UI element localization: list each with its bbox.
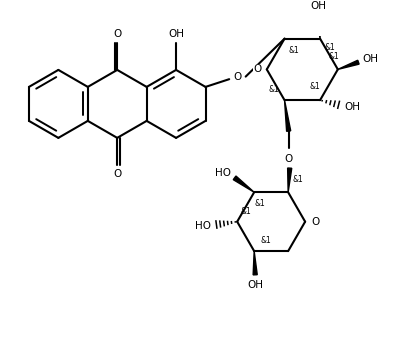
Text: &1: &1 <box>325 44 336 52</box>
Text: O: O <box>233 72 241 82</box>
Text: &1: &1 <box>292 175 303 185</box>
Polygon shape <box>288 168 292 192</box>
Text: OH: OH <box>344 102 360 112</box>
Text: OH: OH <box>363 54 379 64</box>
Text: &1: &1 <box>328 51 339 61</box>
Text: &1: &1 <box>289 46 299 55</box>
Text: OH: OH <box>168 29 184 39</box>
Text: &1: &1 <box>240 207 251 216</box>
Text: O: O <box>113 29 121 39</box>
Text: OH: OH <box>310 1 326 11</box>
Polygon shape <box>233 176 254 192</box>
Polygon shape <box>338 60 359 69</box>
Polygon shape <box>285 100 291 131</box>
Text: HO: HO <box>195 221 211 231</box>
Text: &1: &1 <box>255 199 266 208</box>
Text: HO: HO <box>215 168 231 178</box>
Text: &1: &1 <box>260 236 271 245</box>
Polygon shape <box>316 15 320 39</box>
Text: O: O <box>253 64 262 74</box>
Text: O: O <box>113 169 121 179</box>
Polygon shape <box>253 251 257 275</box>
Text: O: O <box>311 217 320 227</box>
Text: &1: &1 <box>310 82 320 91</box>
Text: OH: OH <box>247 280 263 290</box>
Text: &1: &1 <box>269 85 280 94</box>
Text: O: O <box>285 154 293 164</box>
